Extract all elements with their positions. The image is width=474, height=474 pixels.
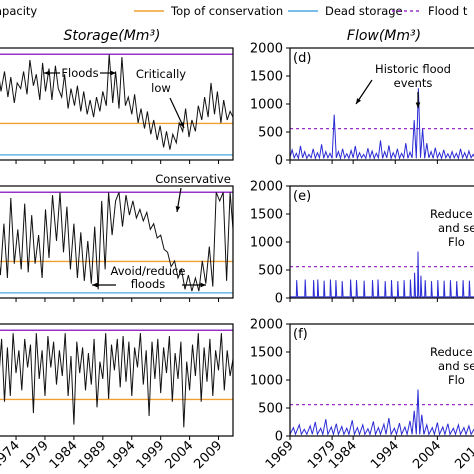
y-tick-label: 2000 [250, 318, 283, 333]
y-tick-label: 500 [258, 126, 283, 141]
x-tick-label: 1989 [76, 438, 110, 472]
storage-title: Storage(Mm³) [63, 28, 160, 44]
flow-series-line [290, 251, 474, 298]
panel-label-f: (f) [293, 327, 308, 342]
arrow-historic-2-head [415, 102, 421, 108]
annotation-avoid-floods: Avoid/reduce floods [111, 264, 186, 291]
storage-panel-frame [0, 47, 234, 161]
storage-series-line [0, 333, 234, 428]
y-tick-label: 1000 [250, 374, 283, 389]
x-tick-label: 1999 [133, 438, 167, 472]
arrow-floods-left-head [44, 70, 50, 76]
x-tick-label: 2004 [410, 438, 444, 472]
flow-series-line [289, 88, 474, 161]
flow-series-line [289, 389, 474, 437]
arrow-historic-1-head [356, 98, 362, 104]
y-tick-label: 2000 [250, 42, 283, 57]
arrow-avoid-left-head [92, 282, 98, 288]
flow-panel-frame [289, 323, 474, 437]
legend-label-3: Flood t [428, 4, 468, 18]
y-tick-label: 0 [275, 292, 283, 307]
panel-label-e: (e) [293, 189, 311, 204]
annotation-historic-flood: Historic flood events [375, 62, 451, 90]
storage-panel-frame [0, 185, 234, 299]
legend-label-2: Dead storage [325, 4, 403, 18]
y-tick-label: 1500 [250, 70, 283, 85]
flow-title: Flow(Mm³) [347, 28, 421, 44]
y-tick-label: 500 [258, 264, 283, 279]
arrow-critically-low-head [179, 122, 184, 128]
y-tick-label: 2000 [250, 180, 283, 195]
arrow-avoid-right-head [200, 282, 206, 288]
legend-label-0: Storage capacity [0, 4, 37, 18]
legend-label-1: Top of conservation [170, 4, 283, 18]
storage-panel-frame [0, 323, 234, 437]
y-tick-label: 1500 [250, 346, 283, 361]
x-tick-label: 2004 [162, 438, 196, 472]
annotation-critically-low: Critically low [136, 67, 186, 95]
y-tick-label: 0 [275, 430, 283, 445]
storage-series-line [0, 54, 234, 150]
annotation-conservative: Conservative [155, 172, 231, 186]
x-tick-label: 1974 [0, 438, 23, 472]
arrow-floods-right-head [110, 70, 116, 76]
x-tick-label: 1994 [105, 438, 139, 472]
panel-label-d: (d) [293, 51, 311, 66]
x-tick-label: 1984 [47, 438, 81, 472]
y-tick-label: 1000 [250, 98, 283, 113]
y-tick-label: 1500 [250, 208, 283, 223]
annotation-reduce: Reduce and se Flo [430, 345, 474, 387]
y-tick-label: 0 [275, 154, 283, 169]
x-tick-label: 1994 [368, 438, 402, 472]
arrow-conservative-head [175, 206, 181, 212]
y-tick-label: 1000 [250, 236, 283, 251]
y-tick-label: 500 [258, 402, 283, 417]
x-tick-label: 1979 [18, 438, 52, 472]
x-tick-label: 2014 [452, 438, 474, 472]
storage-series-line [0, 192, 234, 292]
x-tick-label: 1969 [263, 438, 297, 472]
x-tick-label: 2009 [191, 438, 225, 472]
annotation-floods: Floods [61, 66, 98, 80]
annotation-reduce: Reduce and se Flo [430, 207, 474, 249]
